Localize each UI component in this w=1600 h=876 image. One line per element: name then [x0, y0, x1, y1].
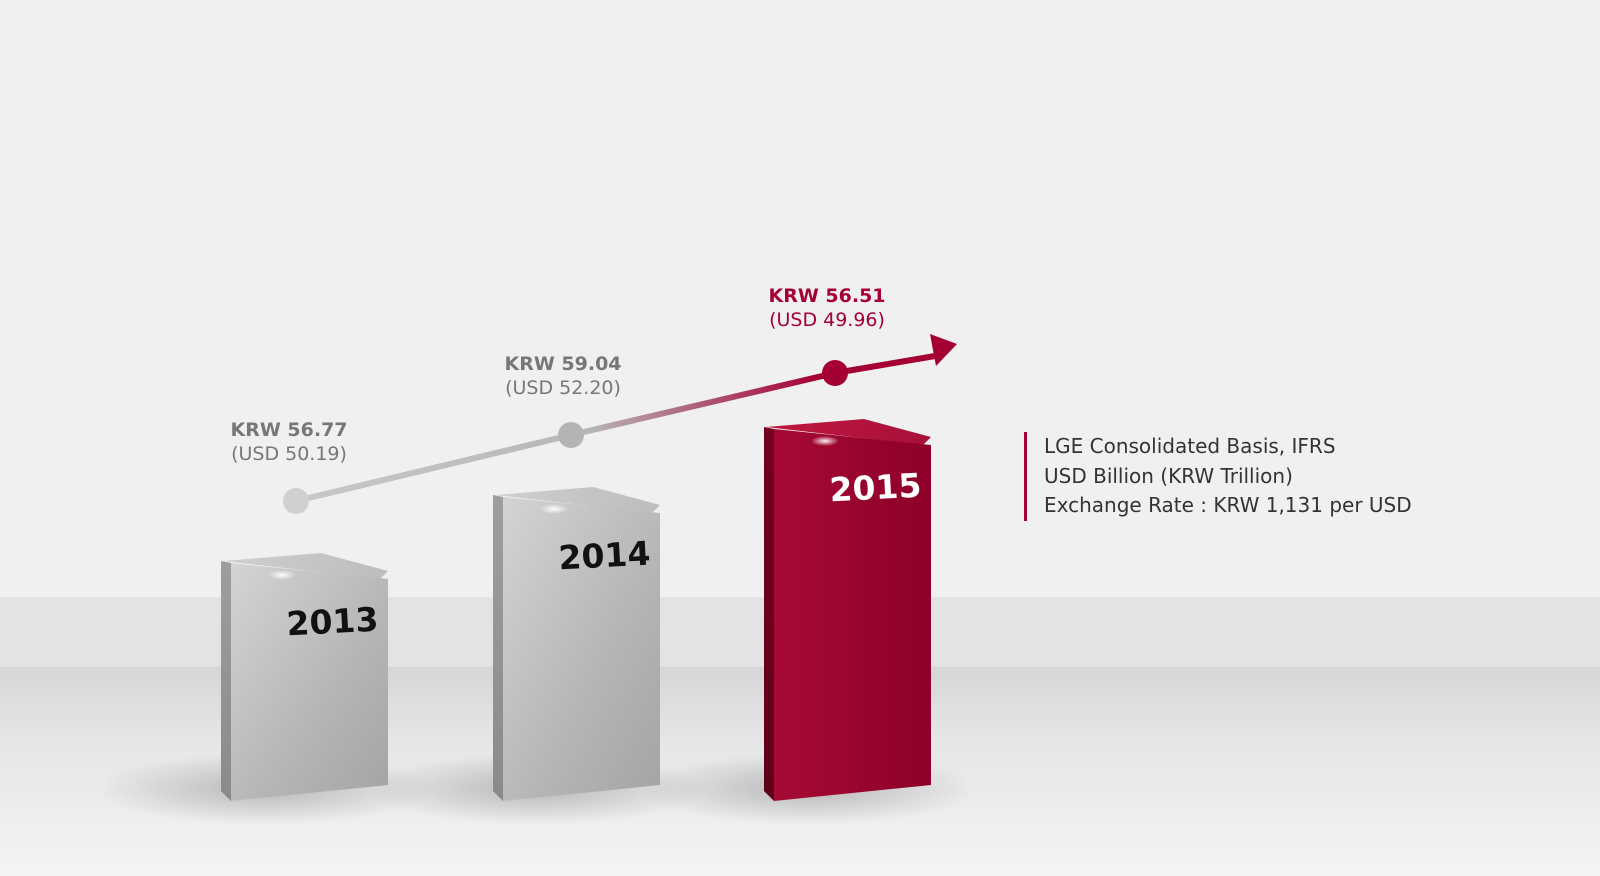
bar-side-face [764, 427, 774, 801]
bar-top-face [495, 487, 660, 513]
bar-year-label: 2014 [558, 534, 652, 578]
trend-line [293, 353, 938, 504]
bar-2014: 2014 [493, 487, 660, 801]
bar-front-face [503, 497, 660, 801]
bar-side-face [221, 561, 231, 801]
chart-notes: LGE Consolidated Basis, IFRS USD Billion… [1024, 432, 1412, 521]
bar-front-face [231, 563, 388, 801]
bar-sparkle [811, 436, 839, 446]
bar-2013: 2013 [221, 553, 388, 801]
usd-value-label-2014: (USD 52.20) [505, 377, 621, 399]
bar-sparkle [540, 504, 568, 514]
bar-top-face [223, 553, 388, 579]
note-basis: LGE Consolidated Basis, IFRS [1044, 434, 1336, 458]
bar-front-face [774, 429, 931, 801]
bar-top-face [766, 419, 931, 445]
note-exchange-rate: Exchange Rate : KRW 1,131 per USD [1044, 493, 1412, 517]
bar-side-face [493, 495, 503, 801]
bar-sparkle [268, 570, 296, 580]
krw-value-label-2014: KRW 59.04 [504, 353, 621, 375]
bar-year-label: 2015 [829, 466, 923, 510]
krw-value-label-2015: KRW 56.51 [768, 285, 885, 307]
trend-point-2015 [822, 360, 848, 386]
trend-arrowhead [930, 334, 957, 366]
trend-point-2014 [558, 422, 584, 448]
krw-value-label-2013: KRW 56.77 [230, 419, 347, 441]
bar-2015: 2015 [764, 419, 931, 801]
bar-year-label: 2013 [286, 600, 380, 644]
note-units: USD Billion (KRW Trillion) [1044, 463, 1293, 488]
usd-value-label-2015: (USD 49.96) [769, 309, 885, 331]
trend-point-2013 [283, 488, 309, 514]
usd-value-label-2013: (USD 50.19) [231, 443, 347, 465]
